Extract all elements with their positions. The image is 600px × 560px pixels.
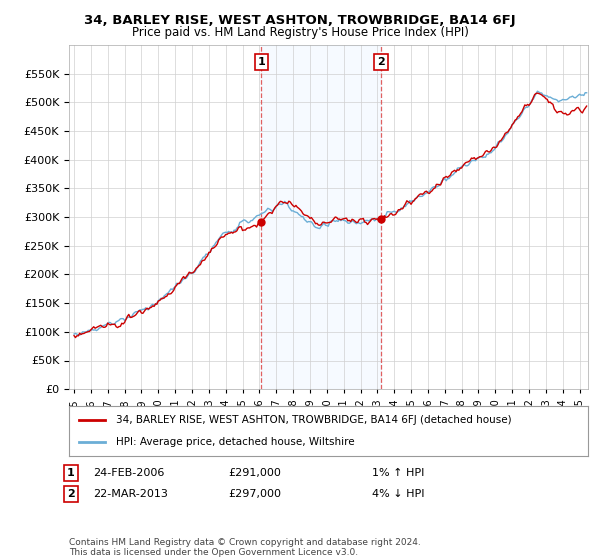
Text: £291,000: £291,000: [228, 468, 281, 478]
Text: 1: 1: [257, 57, 265, 67]
Text: Price paid vs. HM Land Registry's House Price Index (HPI): Price paid vs. HM Land Registry's House …: [131, 26, 469, 39]
Text: 24-FEB-2006: 24-FEB-2006: [93, 468, 164, 478]
Text: Contains HM Land Registry data © Crown copyright and database right 2024.
This d: Contains HM Land Registry data © Crown c…: [69, 538, 421, 557]
Bar: [262, 45, 381, 389]
Text: 1: 1: [67, 468, 74, 478]
Text: 2: 2: [377, 57, 385, 67]
Text: 4% ↓ HPI: 4% ↓ HPI: [372, 489, 425, 499]
Text: 22-MAR-2013: 22-MAR-2013: [93, 489, 168, 499]
Text: 2: 2: [67, 489, 74, 499]
Text: 1% ↑ HPI: 1% ↑ HPI: [372, 468, 424, 478]
Text: 34, BARLEY RISE, WEST ASHTON, TROWBRIDGE, BA14 6FJ (detached house): 34, BARLEY RISE, WEST ASHTON, TROWBRIDGE…: [116, 415, 511, 425]
Text: £297,000: £297,000: [228, 489, 281, 499]
Text: HPI: Average price, detached house, Wiltshire: HPI: Average price, detached house, Wilt…: [116, 437, 355, 447]
Text: 34, BARLEY RISE, WEST ASHTON, TROWBRIDGE, BA14 6FJ: 34, BARLEY RISE, WEST ASHTON, TROWBRIDGE…: [84, 14, 516, 27]
